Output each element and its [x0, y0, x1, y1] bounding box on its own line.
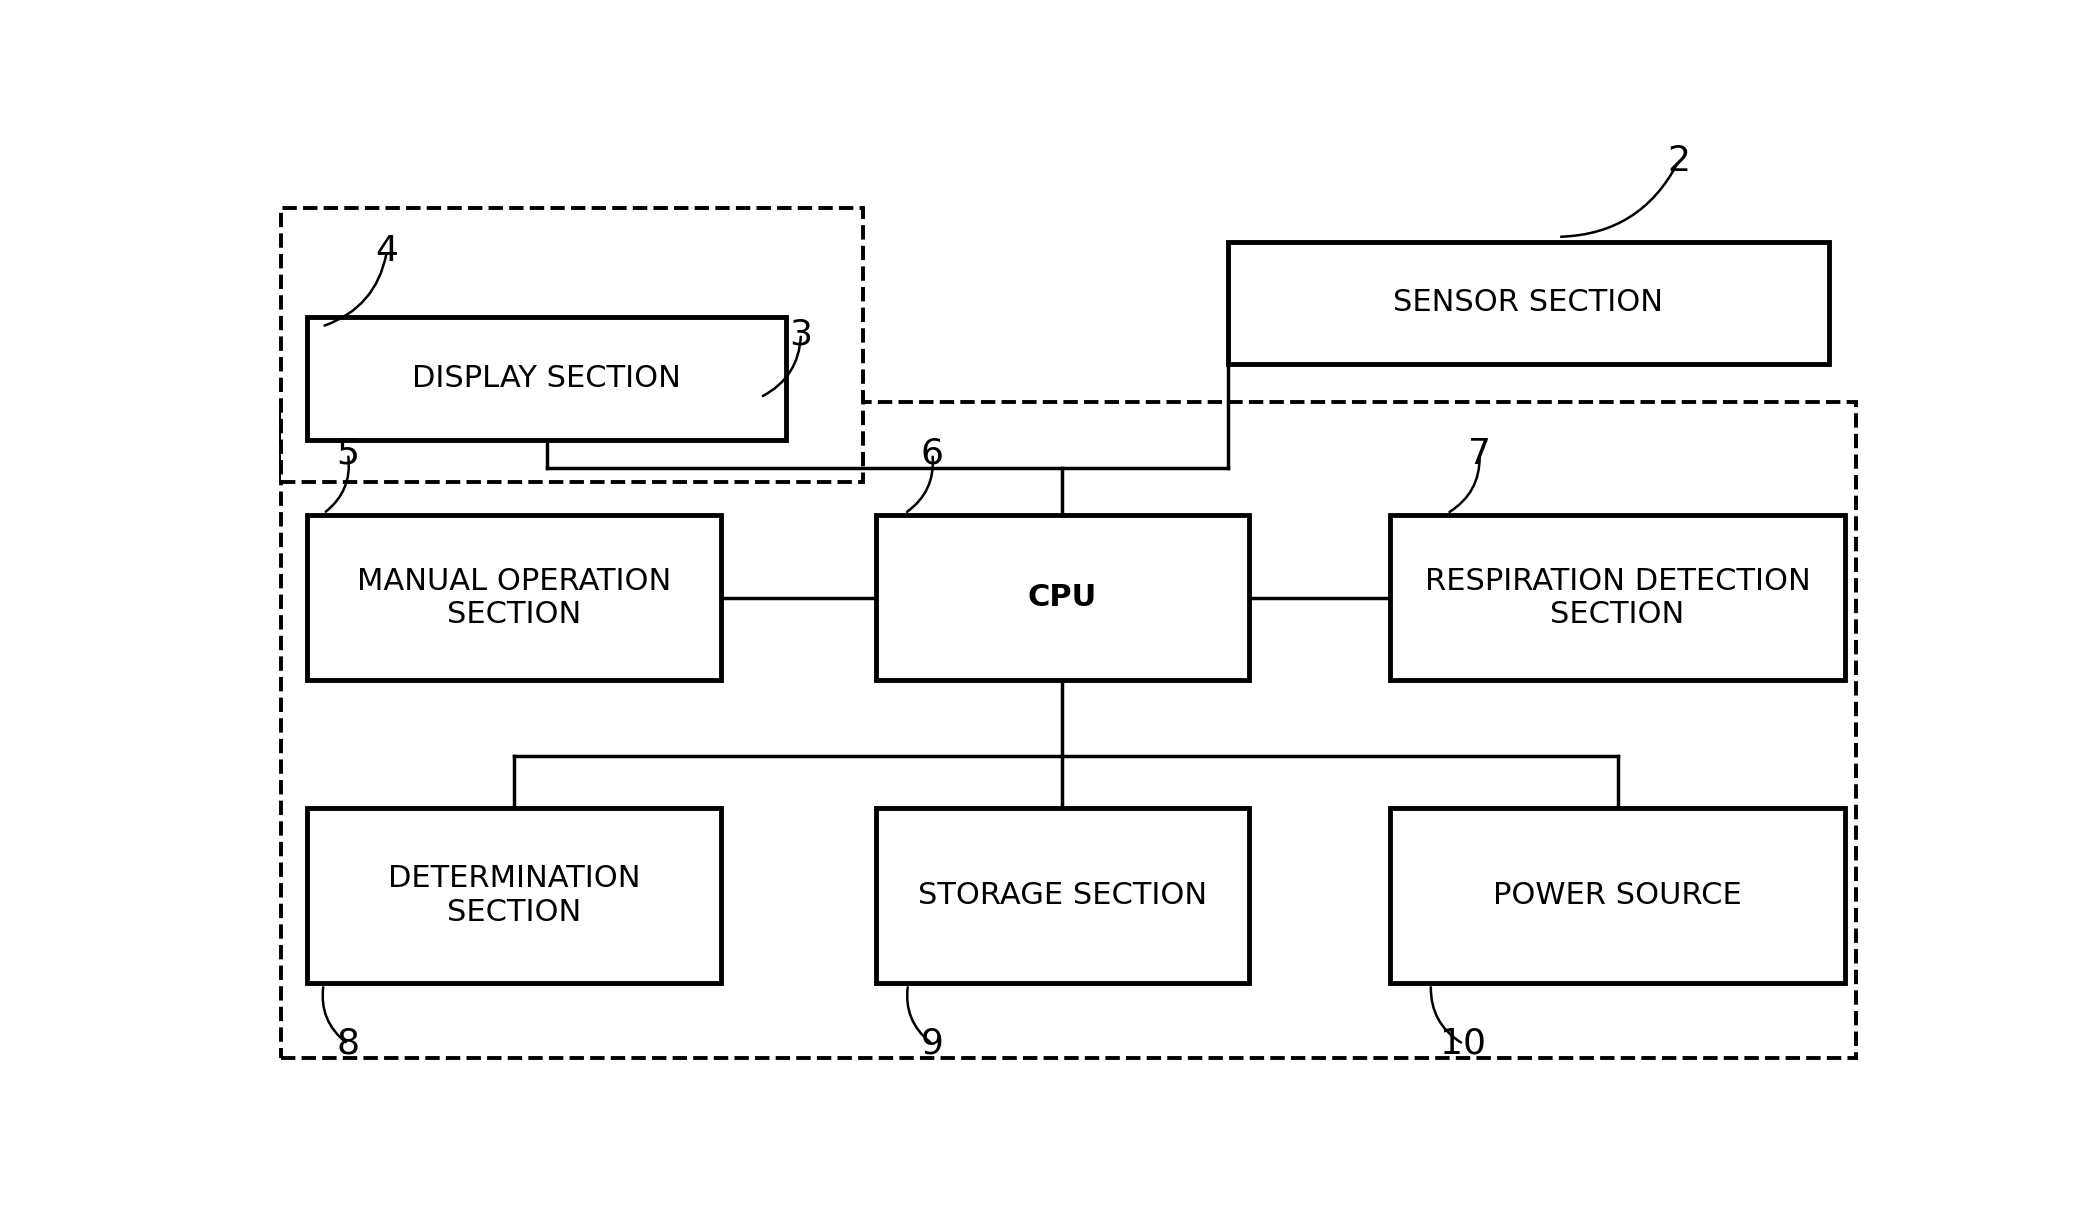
Bar: [876, 515, 1249, 680]
Bar: [1391, 515, 1846, 680]
Text: 4: 4: [375, 234, 398, 268]
Text: DISPLAY SECTION: DISPLAY SECTION: [413, 364, 681, 392]
Bar: [308, 808, 721, 982]
Bar: [281, 402, 1856, 1058]
Text: DETERMINATION
SECTION: DETERMINATION SECTION: [388, 864, 641, 927]
Text: STORAGE SECTION: STORAGE SECTION: [918, 880, 1207, 910]
Bar: [308, 515, 721, 680]
Text: MANUAL OPERATION
SECTION: MANUAL OPERATION SECTION: [358, 566, 672, 629]
Text: 9: 9: [922, 1027, 945, 1060]
Text: 6: 6: [922, 436, 945, 471]
Text: RESPIRATION DETECTION
SECTION: RESPIRATION DETECTION SECTION: [1425, 566, 1810, 629]
Bar: [281, 208, 863, 482]
Bar: [1391, 808, 1846, 982]
Text: SENSOR SECTION: SENSOR SECTION: [1393, 288, 1663, 318]
Bar: [876, 808, 1249, 982]
Bar: [308, 318, 786, 440]
Text: 3: 3: [790, 318, 813, 351]
Text: CPU: CPU: [1029, 584, 1098, 613]
Text: 5: 5: [337, 436, 360, 471]
Text: 7: 7: [1469, 436, 1492, 471]
Text: 10: 10: [1441, 1027, 1485, 1060]
Text: POWER SOURCE: POWER SOURCE: [1494, 880, 1741, 910]
Text: 8: 8: [337, 1027, 360, 1060]
Bar: [1228, 242, 1829, 364]
Text: 2: 2: [1668, 145, 1691, 178]
